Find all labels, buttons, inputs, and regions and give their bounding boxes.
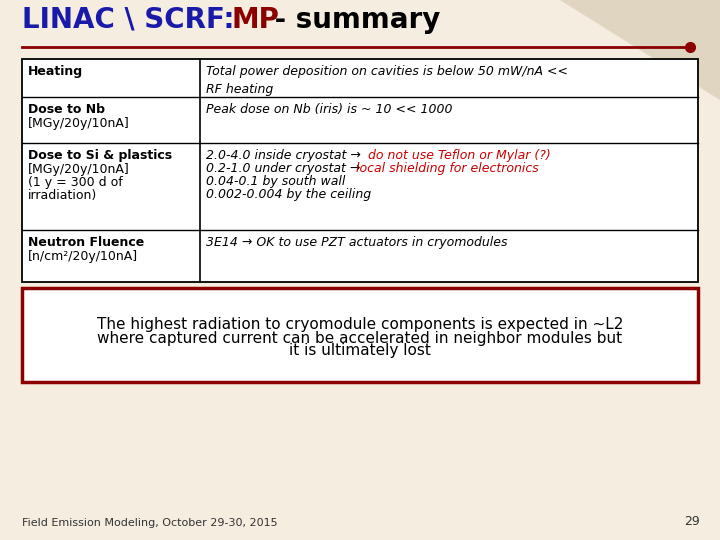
Text: Heating: Heating (28, 65, 83, 78)
Text: [MGy/20y/10nA]: [MGy/20y/10nA] (28, 163, 130, 176)
Text: (1 y = 300 d of: (1 y = 300 d of (28, 176, 122, 189)
Text: MP: MP (232, 6, 280, 34)
Text: - summary: - summary (265, 6, 441, 34)
Text: The highest radiation to cryomodule components is expected in ~L2: The highest radiation to cryomodule comp… (96, 318, 624, 333)
Text: 3E14 → OK to use PZT actuators in cryomodules: 3E14 → OK to use PZT actuators in cryomo… (206, 236, 508, 249)
Text: Neutron Fluence: Neutron Fluence (28, 236, 144, 249)
Text: 29: 29 (684, 515, 700, 528)
Text: 2.0-4.0 inside cryostat →: 2.0-4.0 inside cryostat → (206, 149, 365, 162)
Text: [MGy/20y/10nA]: [MGy/20y/10nA] (28, 117, 130, 130)
Text: [n/cm²/20y/10nA]: [n/cm²/20y/10nA] (28, 250, 138, 263)
Bar (22, 288, 698, 382)
Text: it is ultimately lost: it is ultimately lost (289, 343, 431, 359)
Text: irradiation): irradiation) (28, 189, 97, 202)
Text: LINAC \ SCRF:: LINAC \ SCRF: (22, 6, 244, 34)
Text: Field Emission Modeling, October 29-30, 2015: Field Emission Modeling, October 29-30, … (22, 518, 278, 528)
Text: where captured current can be accelerated in neighbor modules but: where captured current can be accelerate… (97, 330, 623, 346)
Text: Peak dose on Nb (iris) is ~ 10 << 1000: Peak dose on Nb (iris) is ~ 10 << 1000 (206, 103, 452, 116)
Text: Dose to Si & plastics: Dose to Si & plastics (28, 149, 172, 162)
Text: Dose to Nb: Dose to Nb (28, 103, 105, 116)
Text: 0.002-0.004 by the ceiling: 0.002-0.004 by the ceiling (206, 188, 371, 201)
Text: 0.04-0.1 by south wall: 0.04-0.1 by south wall (206, 175, 346, 188)
Text: Total power deposition on cavities is below 50 mW/nA <<
RF heating: Total power deposition on cavities is be… (206, 65, 568, 96)
Polygon shape (560, 0, 720, 100)
Text: do not use Teflon or Mylar (?): do not use Teflon or Mylar (?) (368, 149, 551, 162)
Bar (22, 59, 698, 282)
Text: 0.2-1.0 under cryostat →: 0.2-1.0 under cryostat → (206, 162, 364, 175)
Text: local shielding for electronics: local shielding for electronics (356, 162, 539, 175)
